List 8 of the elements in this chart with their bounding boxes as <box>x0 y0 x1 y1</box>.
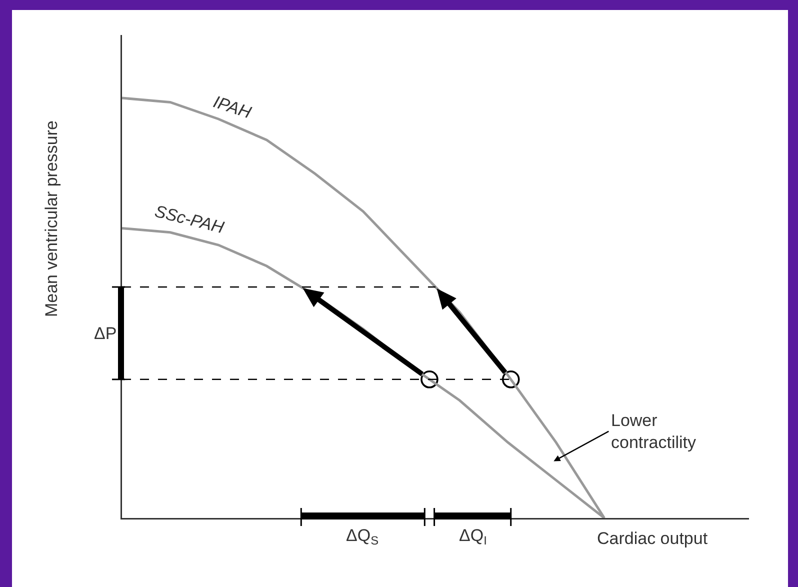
text: IPAH <box>210 92 254 122</box>
y-axis-title: Mean ventricular pressure <box>42 120 61 318</box>
text: ΔQ$_{S}$ <box>346 526 379 548</box>
text: ΔQ$_{I}$ <box>459 526 487 548</box>
x-axis-title: Cardiac output <box>597 529 708 548</box>
text: ΔP <box>94 324 117 343</box>
annotation: Lower contractility <box>611 411 697 452</box>
text: SSc-PAH <box>152 202 226 238</box>
